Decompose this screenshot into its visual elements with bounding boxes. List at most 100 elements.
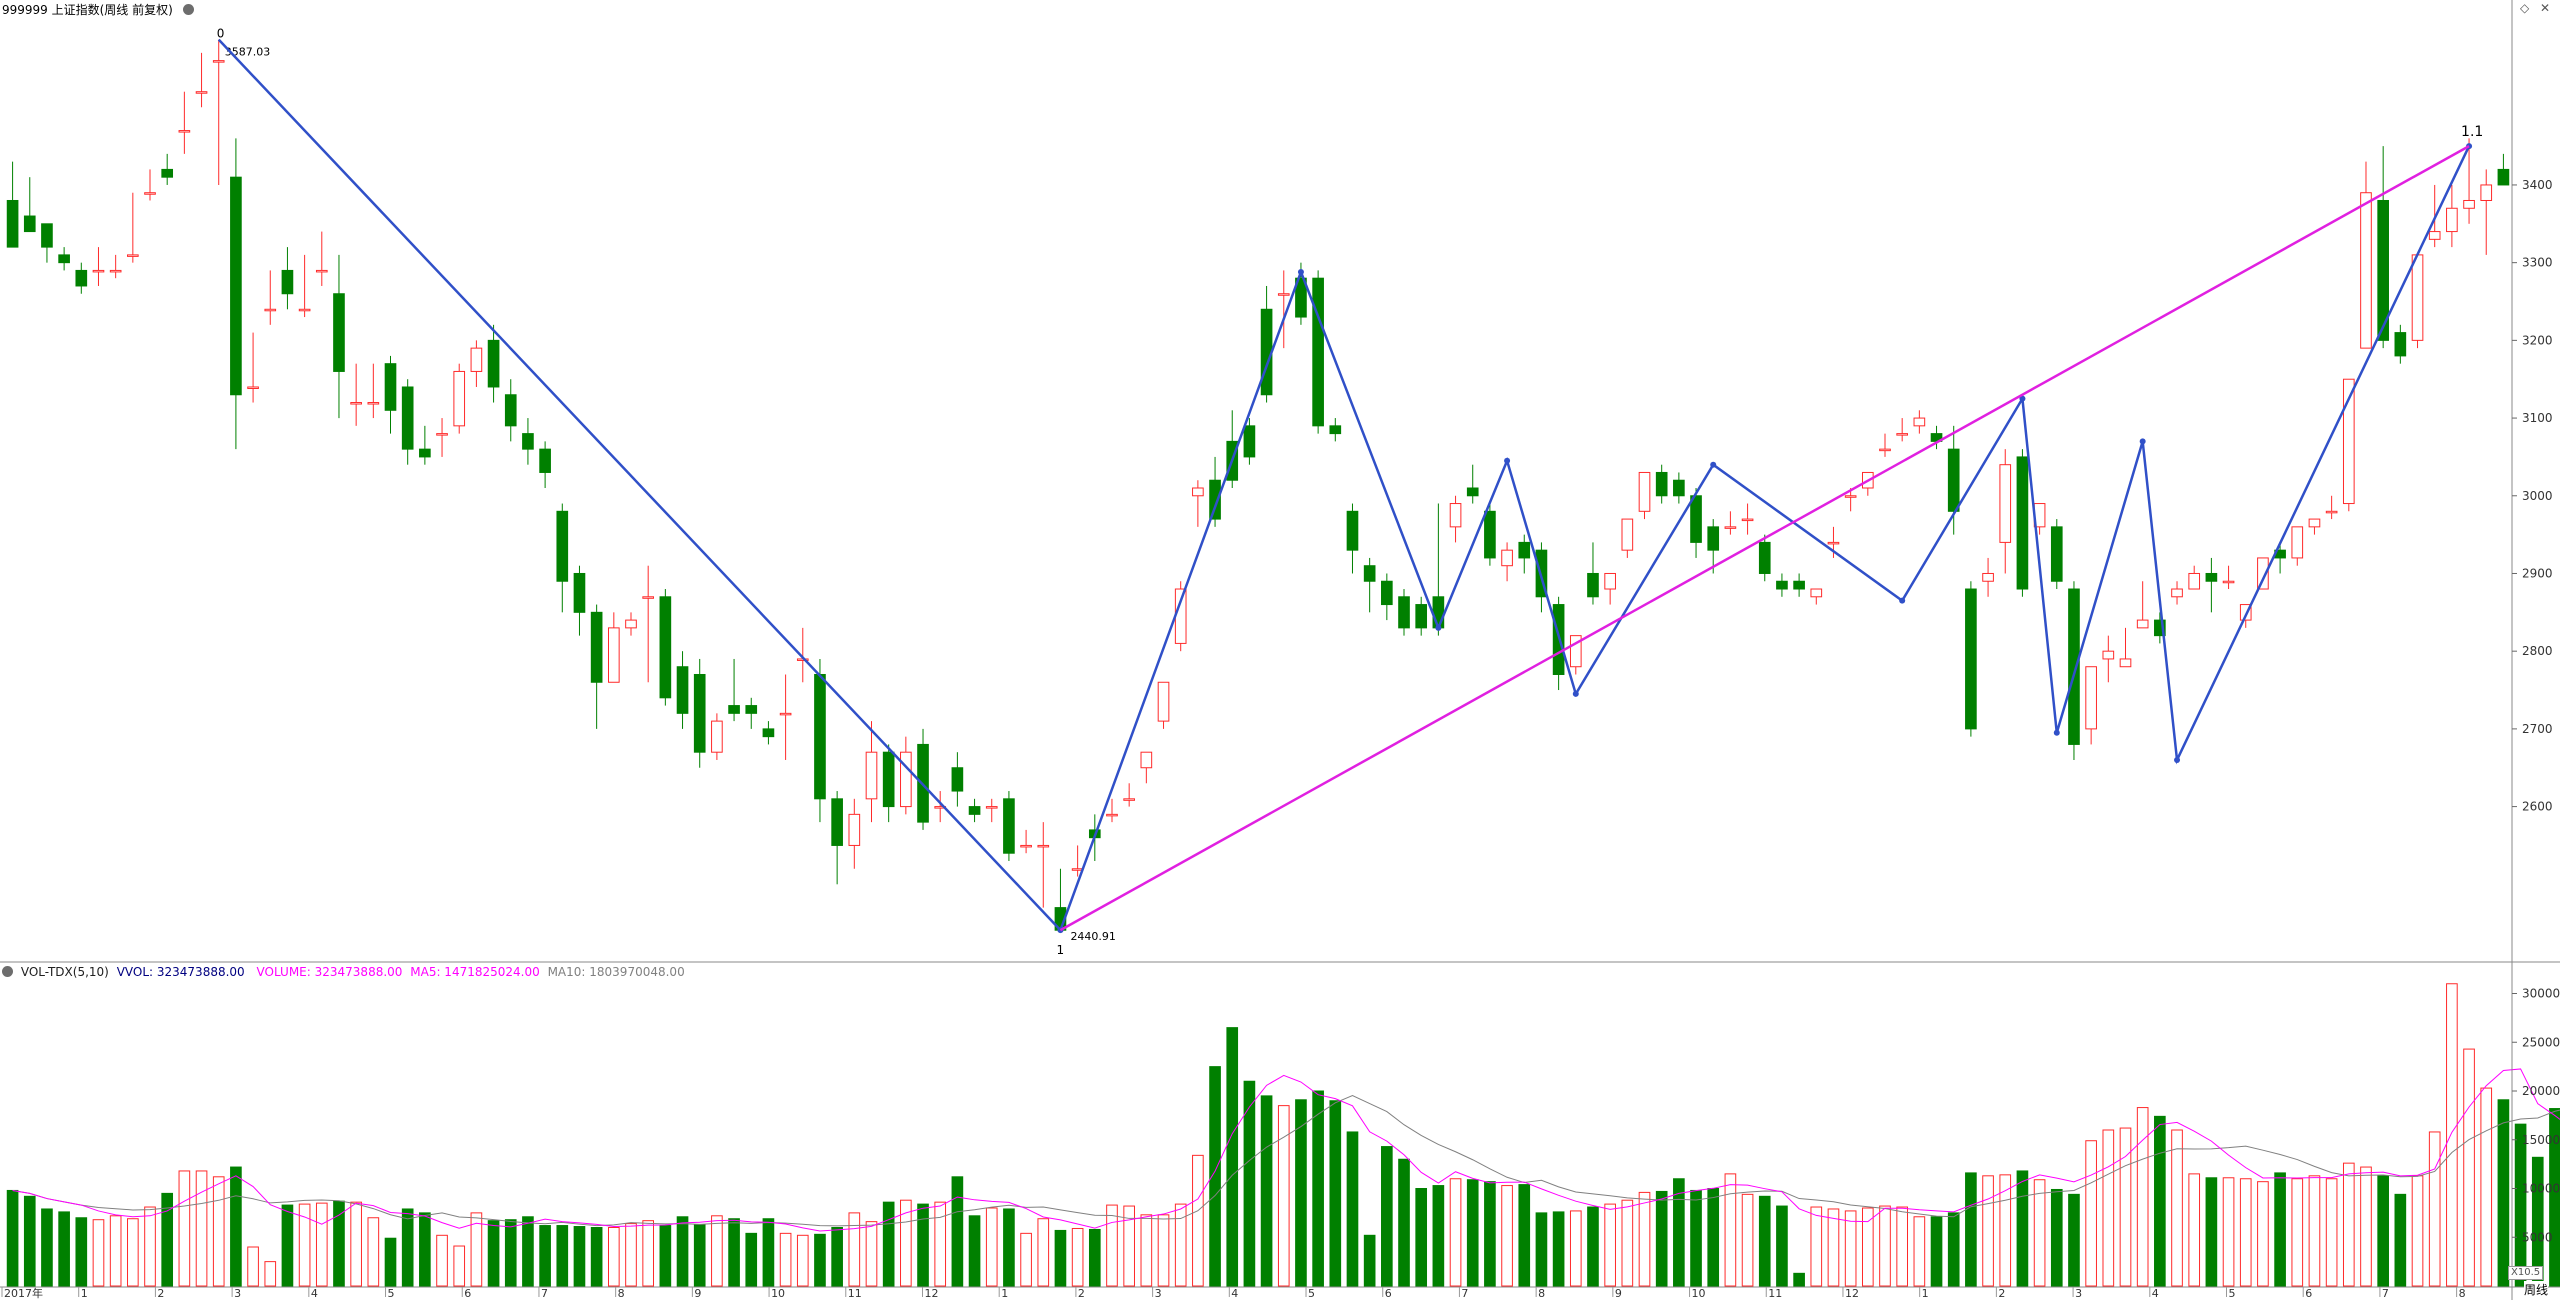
candle-body xyxy=(1415,604,1428,629)
candle-body xyxy=(1140,751,1153,769)
candle-body xyxy=(1569,635,1582,668)
low-label: 2440.91 xyxy=(1070,930,1116,943)
volume-bar xyxy=(607,1227,620,1287)
volume-bar xyxy=(2257,1181,2269,1287)
volume-bar xyxy=(1741,1193,1754,1287)
volume-bar xyxy=(2050,1188,2063,1287)
volume-bar xyxy=(470,1212,483,1287)
swing-point xyxy=(2019,395,2026,402)
candle-body xyxy=(590,611,603,683)
volume-bar xyxy=(1810,1206,1823,1287)
window-close-icon[interactable]: ✕ xyxy=(2540,1,2551,15)
volume-tick-label: 30000 xyxy=(2522,987,2560,1001)
candle-body xyxy=(1896,433,1909,436)
x-tick-label: 1 xyxy=(81,1287,88,1300)
candle-body xyxy=(2428,231,2441,240)
candle-body xyxy=(2102,650,2115,660)
volume-bar xyxy=(161,1192,174,1287)
candle-body xyxy=(384,363,397,411)
volume-bar xyxy=(436,1234,448,1287)
candle-body xyxy=(1982,572,1994,582)
candle-body xyxy=(1363,565,1376,582)
candle-body xyxy=(2205,572,2218,582)
volume-bar xyxy=(1329,1100,1342,1287)
volume-bar xyxy=(247,1246,259,1287)
candle-body xyxy=(573,572,586,613)
volume-bar xyxy=(230,1166,242,1287)
volume-bar xyxy=(1569,1210,1582,1287)
swing-point xyxy=(1572,690,1579,697)
volume-bar xyxy=(144,1206,156,1287)
candle-body xyxy=(1913,417,1926,427)
candle-body xyxy=(1209,479,1221,520)
candle-body xyxy=(1174,588,1187,644)
volume-bar xyxy=(1827,1208,1840,1287)
candle-body xyxy=(350,402,362,405)
volume-bar xyxy=(1690,1189,1702,1287)
volume-bar xyxy=(2136,1107,2149,1287)
candle-body xyxy=(1484,510,1496,559)
x-tick-label: 3 xyxy=(1155,1287,1162,1300)
x-tick-label: 8 xyxy=(618,1287,625,1300)
volume-bar xyxy=(1312,1090,1324,1287)
legend-indicator-name[interactable]: VOL-TDX(5,10) xyxy=(20,965,109,979)
diamond-icon[interactable]: ◇ xyxy=(2520,1,2530,15)
volume-bar xyxy=(917,1203,929,1287)
candle-body xyxy=(882,751,895,808)
x-tick-label: 5 xyxy=(2228,1287,2235,1300)
candle-body xyxy=(2050,526,2063,582)
swing-point xyxy=(2053,729,2060,736)
price-tick-label: 2600 xyxy=(2522,800,2553,814)
candle-body xyxy=(1844,495,1857,498)
settings-icon[interactable] xyxy=(182,4,194,15)
volume-bar xyxy=(848,1212,861,1287)
x-tick-label: 4 xyxy=(2152,1287,2159,1300)
candle-body xyxy=(178,130,191,133)
volume-bar xyxy=(419,1212,431,1287)
volume-bar xyxy=(2016,1170,2029,1287)
volume-bar xyxy=(384,1237,397,1287)
volume-bar xyxy=(814,1233,826,1287)
candle-body xyxy=(1123,798,1135,801)
candle-body xyxy=(848,813,861,846)
volume-bar xyxy=(1861,1207,1874,1287)
volume-bar xyxy=(1896,1206,1909,1287)
swing-point xyxy=(2174,756,2181,763)
volume-bar xyxy=(711,1215,723,1287)
candle-body xyxy=(625,619,637,629)
x-tick-label: 9 xyxy=(1615,1287,1622,1300)
volume-bar xyxy=(2360,1166,2372,1287)
volume-bar xyxy=(401,1208,414,1287)
price-tick-label: 3300 xyxy=(2522,256,2553,270)
volume-bar xyxy=(23,1195,36,1287)
volume-bar xyxy=(1793,1272,1805,1287)
period-tab[interactable]: 周线 xyxy=(2523,1281,2548,1298)
volume-bar xyxy=(522,1216,534,1287)
wave-label-1: 1 xyxy=(1056,943,1064,957)
volume-bar xyxy=(2446,983,2458,1287)
candle-body xyxy=(1587,572,1599,598)
volume-bar xyxy=(1621,1199,1634,1287)
volume-bar xyxy=(2205,1177,2218,1287)
candle-body xyxy=(419,448,431,458)
swing-point xyxy=(1504,457,1511,464)
candle-body xyxy=(1432,596,1445,629)
candle-body xyxy=(504,394,517,427)
volume-bar xyxy=(127,1218,139,1287)
candle-body xyxy=(1690,495,1702,543)
candle-body xyxy=(607,627,620,683)
volume-bar xyxy=(556,1225,569,1287)
volume-bar xyxy=(1707,1188,1720,1287)
volume-bar xyxy=(6,1189,19,1287)
projection-line xyxy=(1059,145,2470,932)
volume-bar xyxy=(1398,1158,1410,1287)
candle-body xyxy=(2394,332,2407,357)
indicator-settings-icon[interactable] xyxy=(2,966,13,977)
price-tick-label: 3400 xyxy=(2522,178,2553,192)
candle-body xyxy=(75,269,88,287)
candle-body xyxy=(195,91,208,94)
candle-body xyxy=(1518,541,1531,559)
x-tick-label: 6 xyxy=(1385,1287,1392,1300)
